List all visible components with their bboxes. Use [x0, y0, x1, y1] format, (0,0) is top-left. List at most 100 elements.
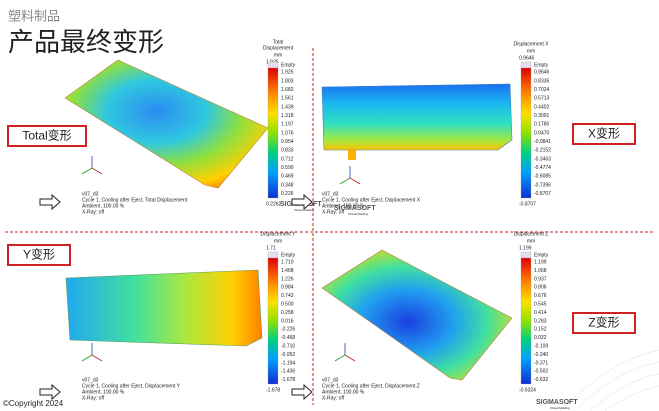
- legend-title: Total: [273, 39, 284, 45]
- caption: Cycle 1, Cooling after Eject, Displaceme…: [322, 197, 421, 203]
- legend-bar: [267, 257, 279, 385]
- axis: [91, 167, 103, 175]
- legend-tick: 0.7024: [534, 87, 550, 93]
- label-box: [7, 125, 87, 147]
- legend-tick: -1.678: [281, 377, 295, 383]
- caption: X-Ray: off: [82, 395, 105, 401]
- footer: ©Copyright 2024: [3, 399, 64, 408]
- legend-tick: 0.4402: [534, 104, 550, 110]
- legend-empty-label: Empty: [281, 62, 296, 68]
- legend-tick: 0.226: [281, 191, 294, 197]
- legend-unit: mm: [527, 48, 535, 54]
- logo-tagline: Virtual Molding: [550, 406, 570, 410]
- legend-tick: 0.9646: [534, 70, 550, 76]
- axis-triad: [81, 156, 103, 175]
- legend-tick: 0.742: [281, 293, 294, 299]
- part-image: [65, 269, 263, 347]
- legend-tick: 0.414: [534, 310, 547, 316]
- axis: [339, 177, 351, 185]
- legend-empty: [520, 251, 532, 259]
- legend-tick: -0.240: [534, 352, 548, 358]
- legend-tick: 0.500: [281, 302, 294, 308]
- legend-tick: -0.226: [281, 327, 295, 333]
- legend-tick: 0.258: [281, 310, 294, 316]
- label-box: [7, 244, 71, 266]
- caption: Cycle 1, Cooling after Eject, Displaceme…: [82, 383, 181, 389]
- arrow-icon: [291, 383, 313, 401]
- legend-tick: -0.4774: [534, 165, 551, 171]
- part-image: [321, 83, 513, 151]
- caption: Cycle 1, Cooling after Eject, Displaceme…: [322, 383, 420, 389]
- label-box: [572, 312, 636, 334]
- caption: X-Ray: off: [82, 209, 105, 215]
- panel-label: Z变形: [588, 315, 619, 330]
- legend-tick: 1.076: [281, 130, 294, 136]
- legend-bar: [267, 67, 279, 199]
- legend-tick: 1.561: [281, 96, 294, 102]
- arrow-icon: [291, 193, 313, 211]
- axis: [334, 354, 346, 362]
- caption: v07_d3: [82, 377, 99, 383]
- legend-tick: 0.833: [281, 148, 294, 154]
- legend-empty-label: Empty: [534, 62, 549, 68]
- part-image: [348, 150, 356, 160]
- legend-tick: 1.439: [281, 104, 294, 110]
- legend-tick: -0.6085: [534, 174, 551, 180]
- legend-min: -1.678: [266, 387, 280, 393]
- arrow-icon: [39, 383, 61, 401]
- legend-tick: 1.068: [534, 268, 547, 274]
- legend-tick: -0.109: [534, 344, 548, 350]
- slide-title: 产品最终变形: [8, 27, 164, 57]
- axis: [91, 354, 103, 362]
- legend-tick: -0.8707: [534, 191, 551, 197]
- legend-title: Displacement X: [513, 41, 549, 47]
- axis-triad: [81, 343, 103, 362]
- legend-title: Displacement: [263, 45, 294, 51]
- legend-tick: 0.806: [534, 285, 547, 291]
- legend-tick: -0.7396: [534, 182, 551, 188]
- legend-unit: mm: [274, 238, 282, 244]
- arrow-icon: [39, 193, 61, 211]
- legend-max: 0.9646: [519, 55, 535, 61]
- legend-tick: 1.199: [534, 260, 547, 266]
- legend-tick: 1.682: [281, 87, 294, 93]
- axis: [81, 167, 93, 175]
- axis: [81, 354, 93, 362]
- part-image: [64, 59, 269, 189]
- legend-tick: 0.283: [534, 318, 547, 324]
- legend-tick: 0.984: [281, 285, 294, 291]
- legend-min: 0.2262: [266, 201, 282, 207]
- legend-tick: 0.152: [534, 327, 547, 333]
- legend-tick: 1.710: [281, 260, 294, 266]
- caption: Ambient, 100.00 %: [322, 389, 365, 395]
- legend-tick: -0.468: [281, 335, 295, 341]
- panel-label: Total变形: [22, 128, 71, 143]
- logo: SIGMASOFT: [536, 399, 578, 406]
- legend-unit: mm: [527, 238, 535, 244]
- legend-tick: 1.468: [281, 268, 294, 274]
- legend-bar: [520, 67, 532, 199]
- legend-empty: [520, 61, 532, 69]
- legend-max: 1.71: [266, 245, 276, 251]
- axis: [349, 177, 361, 185]
- legend-min: -0.8707: [519, 201, 536, 207]
- legend-tick: 0.348: [281, 182, 294, 188]
- caption: v07_d3: [82, 191, 99, 197]
- legend-empty: [267, 251, 279, 259]
- logo: SIGMASOFT: [334, 205, 376, 212]
- legend-title: Displacement Z: [514, 231, 549, 237]
- legend-tick: 0.0470: [534, 130, 550, 136]
- caption: v07_d3: [322, 191, 339, 197]
- legend-tick: -0.502: [534, 369, 548, 375]
- legend-tick: 1.226: [281, 276, 294, 282]
- logo-tagline: Virtual Molding: [294, 208, 314, 212]
- legend-tick: -0.0841: [534, 139, 551, 145]
- legend-unit: mm: [274, 52, 282, 58]
- legend-tick: 0.545: [534, 302, 547, 308]
- legend-empty: [267, 61, 279, 69]
- caption: Ambient, 100.00 %: [82, 203, 125, 209]
- legend-tick: 1.925: [281, 70, 294, 76]
- axis: [344, 354, 356, 362]
- panel-label: Y变形: [23, 247, 55, 262]
